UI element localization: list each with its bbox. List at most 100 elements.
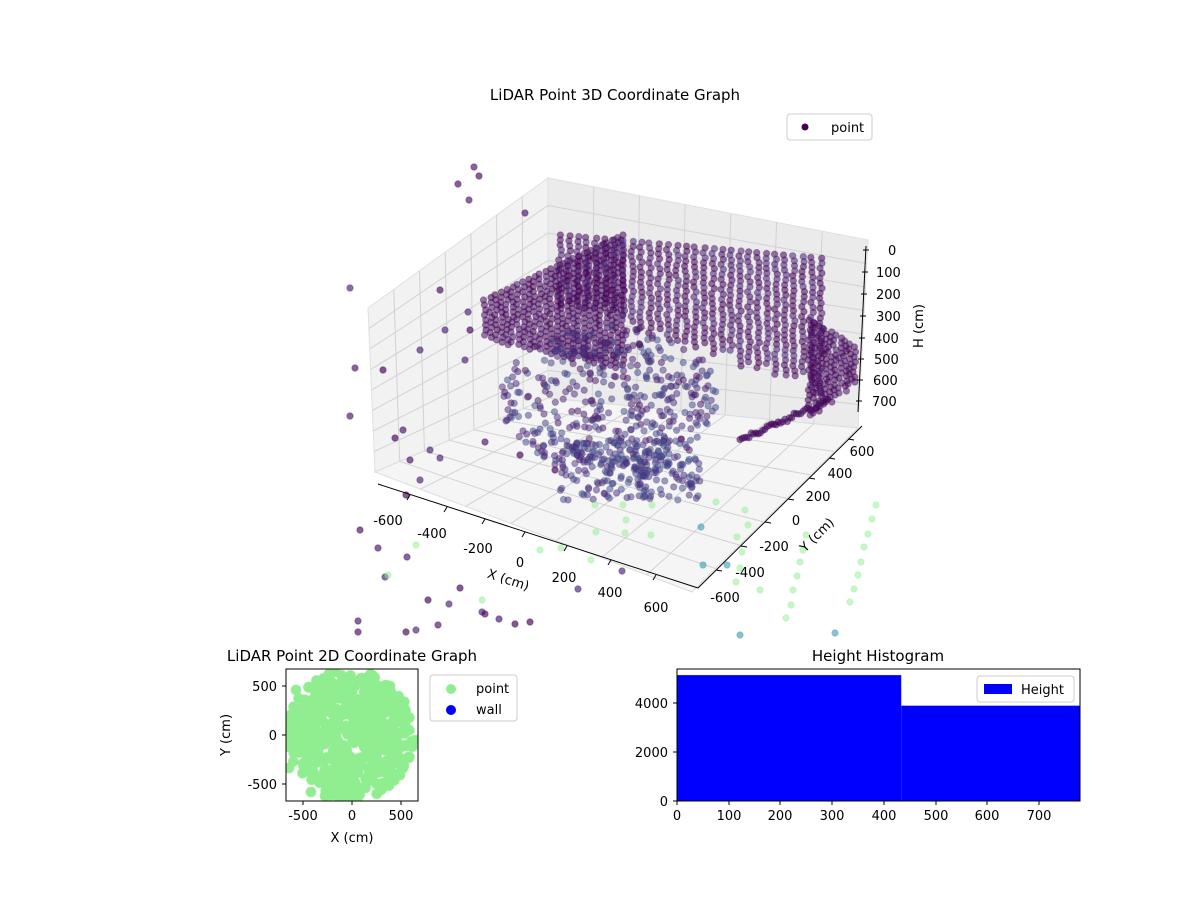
point-3d <box>697 523 705 531</box>
point-2d <box>286 739 298 751</box>
point-3d <box>692 408 700 417</box>
point-2d <box>384 680 396 692</box>
point-3d <box>664 458 673 466</box>
point-3d <box>589 399 597 408</box>
point-3d <box>424 596 432 604</box>
point-3d <box>461 356 469 364</box>
point-3d <box>572 419 580 428</box>
z-tick-label: 500 <box>874 353 899 368</box>
point-3d <box>842 387 851 395</box>
point-3d <box>664 396 672 404</box>
point-2d <box>375 709 387 720</box>
y-ticks-2d: 500 0 -500 <box>247 680 286 793</box>
point-3d <box>580 410 588 418</box>
point-2d <box>381 720 393 732</box>
point-3d <box>793 572 801 580</box>
point-3d <box>642 352 650 360</box>
point-3d <box>475 172 483 180</box>
point-3d <box>558 429 566 437</box>
point-3d <box>695 465 703 473</box>
point-3d <box>685 473 693 481</box>
point-3d <box>693 433 701 441</box>
point-3d <box>632 469 640 478</box>
point-3d <box>384 571 392 579</box>
grid-line <box>420 401 593 490</box>
point-3d <box>562 471 570 479</box>
point-3d <box>676 439 684 448</box>
point-3d <box>521 366 530 375</box>
point-3d <box>684 480 692 488</box>
point-3d <box>643 418 651 426</box>
point-3d <box>621 529 629 537</box>
point-3d <box>686 436 695 444</box>
point-2d <box>319 790 331 801</box>
point-3d <box>657 490 666 498</box>
point-3d <box>456 584 464 592</box>
point-3d <box>620 407 628 416</box>
point-3d <box>557 544 565 552</box>
x-tick-label: -600 <box>373 514 403 529</box>
point-3d <box>710 284 718 293</box>
point-3d <box>632 325 640 334</box>
point-3d <box>556 339 564 347</box>
point-3d <box>692 372 701 380</box>
point-3d <box>610 352 618 360</box>
point-3d <box>634 414 643 422</box>
point-3d <box>403 553 411 561</box>
point-3d <box>549 433 558 442</box>
x-tick-label: 200 <box>768 809 793 824</box>
point-3d <box>645 453 653 462</box>
z-axis-line <box>857 245 867 413</box>
point-3d <box>626 445 635 454</box>
point-3d <box>782 371 790 379</box>
point-3d <box>536 546 544 554</box>
legend-point-marker <box>801 123 809 131</box>
point-3d <box>599 378 608 386</box>
x-tick-label: -400 <box>417 527 447 542</box>
point-3d <box>465 196 473 204</box>
point-3d <box>416 476 424 484</box>
point-3d <box>662 446 671 454</box>
point-3d <box>850 585 858 593</box>
point-3d <box>543 383 551 391</box>
point-3d <box>627 425 635 434</box>
point-3d <box>573 382 581 390</box>
point-3d <box>789 586 797 594</box>
point-3d <box>610 457 619 466</box>
point-3d <box>696 400 705 408</box>
point-3d <box>595 425 603 434</box>
point-3d <box>434 621 442 629</box>
point-2d <box>379 740 391 752</box>
x-ticks-3d: -600 -400 -200 0 200 400 600 <box>373 494 668 616</box>
point-3d <box>782 614 790 622</box>
y-tick-label: 200 <box>806 490 831 505</box>
point-3d <box>631 463 639 472</box>
point-3d <box>557 251 566 259</box>
point-3d <box>553 352 562 360</box>
point-3d <box>674 496 682 504</box>
point-3d <box>704 382 712 390</box>
point-2d <box>334 689 346 700</box>
x-axis-label-2d: X (cm) <box>331 831 374 846</box>
point-3d <box>648 331 657 340</box>
point-2d <box>364 721 376 733</box>
point-3d <box>824 378 832 386</box>
point-3d <box>399 426 407 434</box>
grid-line <box>368 205 549 329</box>
chart-3d-title: LiDAR Point 3D Coordinate Graph <box>490 86 740 104</box>
point-3d <box>670 412 678 421</box>
point-3d <box>609 306 618 314</box>
point-2d <box>301 721 313 733</box>
legend-height-label: Height <box>1021 683 1064 698</box>
point-3d <box>756 586 764 594</box>
point-3d <box>637 420 645 429</box>
y-axis-line <box>697 425 863 589</box>
point-3d <box>627 394 636 402</box>
point-2d <box>292 728 304 740</box>
point-3d <box>707 396 715 404</box>
point-3d <box>685 446 693 454</box>
point-3d <box>586 369 594 377</box>
point-3d <box>570 390 579 398</box>
point-3d <box>598 456 606 464</box>
point-3d <box>672 473 681 482</box>
